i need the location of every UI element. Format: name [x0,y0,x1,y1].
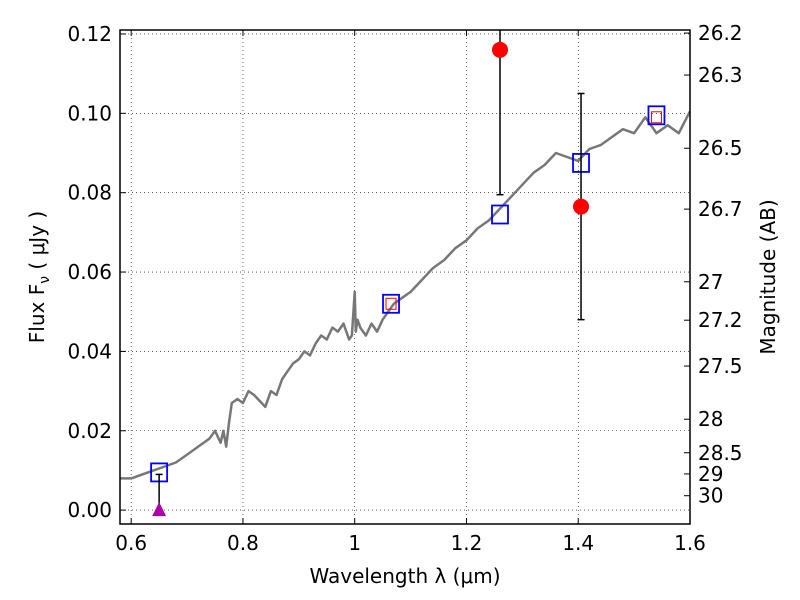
x-tick-label: 0.8 [227,531,259,555]
observed-circle-point [492,41,508,58]
model-square-point [491,204,509,225]
y-tick-label: 0.06 [67,260,112,284]
model-square-point [647,105,666,126]
x-tick-label: 0.6 [115,531,147,555]
right-tick-label: 27 [698,270,723,294]
model-square-point [382,293,400,314]
right-tick-label: 27.2 [698,308,743,332]
x-tick-label: 1.4 [562,531,594,555]
right-tick-label: 29 [698,462,723,486]
right-tick-label: 28.5 [698,441,743,465]
y-tick-label: 0.08 [67,181,112,205]
right-tick-label: 26.2 [698,21,743,45]
x-axis-label: Wavelength λ (μm) [309,564,500,588]
faint-square-point [385,297,397,310]
y-tick-label: 0.10 [67,101,112,125]
y-tick-label: 0.02 [67,419,112,443]
right-tick-label: 26.5 [698,136,743,160]
upper-limit-triangle [152,502,167,517]
y-tick-label: 0.04 [67,339,112,363]
right-tick-label: 27.5 [698,354,743,378]
y-axis-label: Flux Fν ( μJy ) [25,211,53,343]
right-tick-label: 26.3 [698,63,743,87]
x-tick-label: 1.6 [674,531,706,555]
right-axis-label: Magnitude (AB) [756,199,780,354]
right-tick-label: 26.7 [698,197,743,221]
plot-area [120,30,692,517]
ticks: 0.6 0.8 1 1.2 1.4 1.6 0.00 0.02 0.04 0.06 0.08 0.10… [67,21,742,555]
x-tick-label: 1 [348,531,361,555]
y-tick-label: 0.00 [67,498,112,522]
y-tick-label: 0.12 [67,22,112,46]
faint-square-point [650,111,662,124]
x-tick-label: 1.2 [451,531,483,555]
observed-circle-point [573,198,590,215]
right-tick-label: 28 [698,407,723,431]
grid [120,30,691,524]
axes-frame [119,29,691,525]
right-tick-label: 30 [698,484,723,508]
